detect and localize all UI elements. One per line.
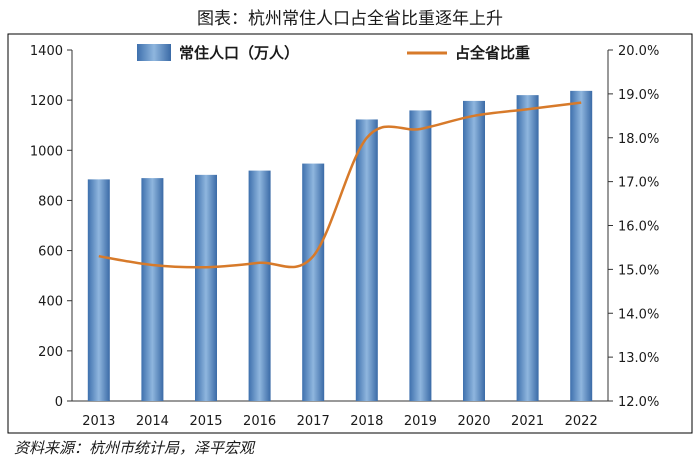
bar (141, 178, 164, 401)
share-line (98, 101, 582, 269)
right-tick-label: 16.0% (618, 220, 659, 235)
right-tick-label: 20.0% (618, 44, 659, 59)
bar (463, 100, 485, 402)
left-tick-label: 0 (55, 395, 63, 410)
right-y-axis: 12.0% 13.0% 14.0% 15.0% 16.0% 17.0% 18.0% 19.0%… (607, 44, 659, 410)
x-tick-label: 2021 (511, 414, 544, 429)
x-tick-label: 2019 (404, 414, 437, 429)
legend-bar-swatch (137, 44, 171, 61)
legend-line-label: 占全省比重 (455, 44, 530, 62)
right-tick-label: 15.0% (618, 263, 659, 278)
x-tick-label: 2020 (457, 414, 490, 429)
plot-frame (7, 33, 693, 434)
right-tick-label: 13.0% (618, 351, 659, 366)
bar (302, 163, 325, 401)
right-tick-label: 18.0% (618, 132, 659, 147)
chart-title: 图表：杭州常住人口占全省比重逐年上升 (197, 9, 503, 29)
left-tick-label: 1400 (30, 44, 63, 59)
bar (87, 179, 110, 401)
x-tick-label: 2015 (189, 414, 222, 429)
left-tick-label: 200 (38, 345, 63, 360)
left-y-axis: 0 200 400 600 800 1000 1200 1400 (30, 44, 73, 410)
bar (570, 90, 593, 402)
x-tick-label: 2014 (136, 414, 169, 429)
bar (195, 174, 217, 401)
right-tick-label: 19.0% (618, 88, 659, 103)
source-note: 资料来源：杭州市统计局，泽平宏观 (14, 439, 256, 457)
x-tick-label: 2013 (82, 414, 115, 429)
bar (409, 110, 432, 401)
left-tick-label: 1000 (30, 144, 63, 159)
x-tick-label: 2016 (243, 414, 276, 429)
x-tick-label: 2022 (565, 414, 598, 429)
right-tick-label: 17.0% (618, 176, 659, 191)
bar (516, 95, 539, 401)
left-tick-label: 600 (38, 245, 63, 260)
right-tick-label: 14.0% (618, 307, 659, 322)
left-tick-label: 1200 (30, 94, 63, 109)
x-tick-label: 2017 (297, 414, 330, 429)
left-tick-label: 800 (38, 194, 63, 209)
legend: 常住人口（万人） 占全省比重 (137, 44, 530, 62)
left-tick-label: 400 (38, 295, 63, 310)
legend-bar-label: 常住人口（万人） (179, 44, 299, 62)
line-series (98, 101, 582, 269)
x-tick-label: 2018 (350, 414, 383, 429)
x-axis: 2013 2014 2015 2016 2017 2018 2019 2020 2021 2022 (72, 400, 608, 429)
right-tick-label: 12.0% (618, 395, 659, 410)
bar-series (87, 90, 593, 402)
bar (248, 170, 271, 401)
bar (355, 119, 378, 401)
